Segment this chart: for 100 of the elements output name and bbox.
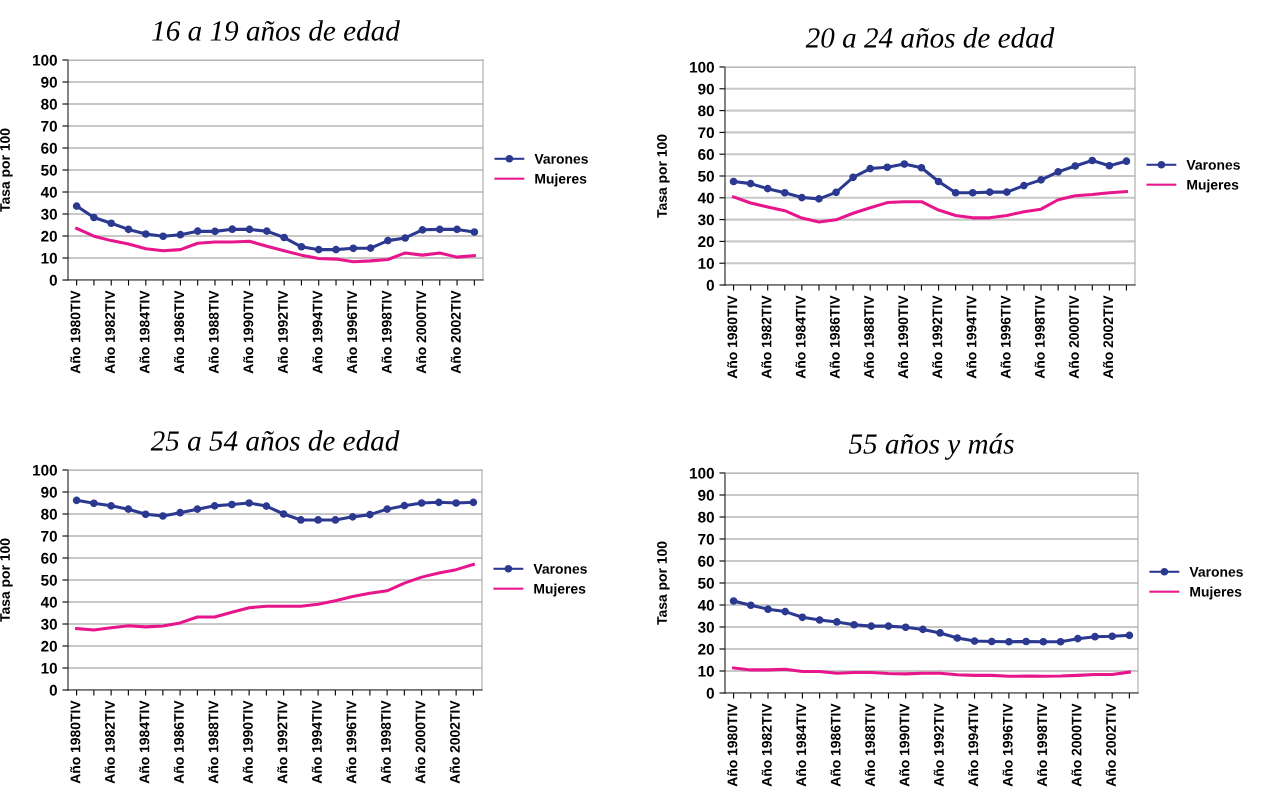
x-tick-label: Año 1982TIV [104,290,115,374]
point [987,637,996,646]
legend-label: Mujeres [1190,586,1242,600]
y-tick-label: 90 [698,83,714,95]
point [245,499,253,507]
point [159,232,167,241]
point [176,508,184,517]
y-axis-title: Tasa por 100 [0,538,13,622]
y-tick-label: 70 [698,533,714,545]
point [815,195,823,203]
line-series [75,562,475,632]
x-tick-label: Año 1996TIV [346,700,357,784]
y-tick-label: 20 [41,640,57,652]
x-tick-label: Año 1998TIV [381,290,392,374]
x-tick-label: Año 1984TIV [795,295,806,379]
y-tick-label: 10 [698,665,714,677]
x-tick-label: Año 1994TIV [312,290,323,374]
point [934,177,943,186]
x-tick-label: Año 1988TIV [863,295,874,379]
point [90,499,98,508]
point [953,634,962,642]
point [1071,162,1080,170]
point [470,228,479,236]
point [366,510,374,519]
x-tick-label: Año 1998TIV [380,700,391,784]
legend-label: Varones [533,564,587,574]
point [900,160,909,168]
x-tick-label: Año 2002TIV [1102,295,1114,379]
point [729,597,738,605]
point [1020,181,1028,190]
x-tick-label: Año 2002TIV [1105,703,1116,787]
point [1105,161,1114,170]
point [124,505,133,513]
point [849,173,857,182]
point [850,620,858,629]
x-tick-label: Año 1998TIV [1034,295,1045,379]
point [280,233,288,242]
point [435,225,444,234]
x-tick-label: Año 2000TIV [416,290,427,374]
x-tick-label: Año 1996TIV [1002,703,1013,787]
x-tick-label: Año 2002TIV [449,700,460,784]
y-tick-label: 50 [698,170,714,182]
point [107,219,116,228]
point [1039,637,1048,646]
point [1054,168,1062,176]
point [384,236,392,245]
point [781,607,790,616]
x-tick-label: Año 1992TIV [932,295,943,379]
point [746,179,755,188]
point [780,188,789,197]
y-tick-label: 10 [698,258,714,269]
x-tick-label: Año 1986TIV [830,703,841,787]
point [729,177,738,186]
x-tick-label: Año 1984TIV [139,290,150,374]
point [1037,176,1045,184]
legend-label: Varones [1189,567,1243,577]
line-series [732,190,1128,224]
y-axis-title: Tasa por 100 [0,128,13,212]
point [866,164,875,173]
point [176,230,185,239]
y-tick-label: 40 [697,599,714,611]
x-tick-label: Año 2002TIV [450,290,461,374]
x-tick-label: Año 1996TIV [346,290,358,374]
point [193,505,202,513]
point [90,213,98,222]
point [883,163,892,172]
x-tick-label: Año 2000TIV [1071,703,1082,787]
x-tick-label: Año 1990TIV [897,295,909,379]
x-tick-label: Año 1990TIV [243,290,254,374]
point [453,225,461,234]
point [366,244,375,252]
x-tick-label: Año 1998TIV [1036,703,1048,787]
y-tick-label: 70 [41,120,57,132]
y-tick-label: 50 [41,164,57,176]
y-tick-label: 0 [49,274,57,286]
line-series [75,226,476,264]
y-tick-label: 90 [41,76,57,88]
point [279,510,288,518]
point [263,227,271,235]
point [124,225,133,234]
point [228,225,237,234]
y-tick-label: 100 [690,467,714,479]
point [919,625,927,634]
x-tick-label: Año 1986TIV [173,700,184,784]
point [400,501,409,510]
point [815,616,824,624]
point [210,502,219,510]
point [314,516,322,524]
x-tick-label: Año 1994TIV [966,295,977,379]
y-tick-label: 100 [33,54,57,66]
point [1108,632,1117,641]
chart-title: 16 a 19 años de edad [152,20,400,41]
point [314,245,323,254]
x-tick-label: Año 1986TIV [829,295,840,379]
point [141,230,150,238]
point [746,601,755,610]
x-tick-label: Año 1992TIV [277,290,288,374]
point [72,496,81,505]
point [970,637,979,645]
x-tick-label: Año 1982TIV [104,700,115,784]
